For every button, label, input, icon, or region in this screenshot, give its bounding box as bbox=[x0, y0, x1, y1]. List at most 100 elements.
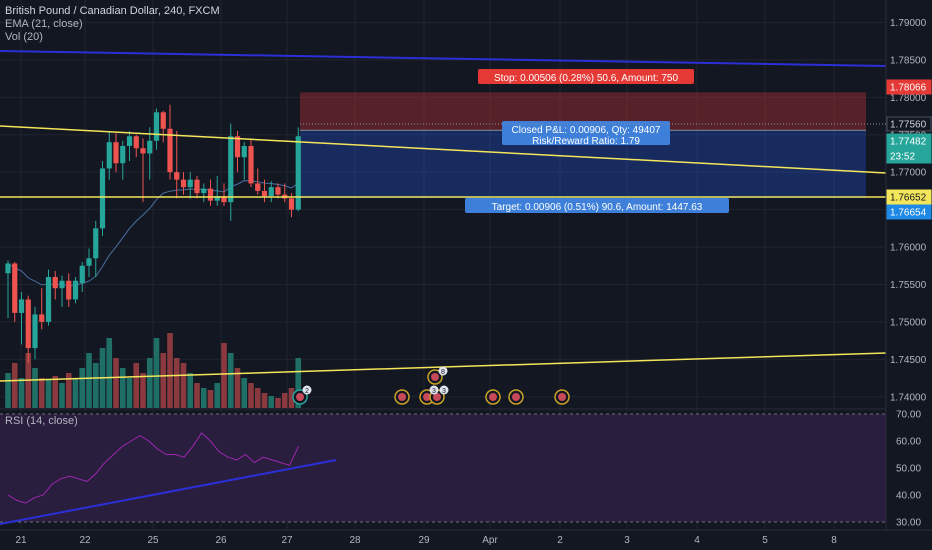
stop-badge-text: Stop: 0.00506 (0.28%) 50.6, Amount: 750 bbox=[494, 73, 678, 84]
time-tick-label: 28 bbox=[349, 535, 361, 546]
candle bbox=[126, 136, 133, 146]
candle bbox=[261, 190, 268, 197]
pnl-badge-text: Risk/Reward Ratio: 1.79 bbox=[532, 136, 640, 147]
volume-bar bbox=[180, 363, 187, 408]
volume-bar bbox=[254, 388, 261, 408]
pnl-badge-text: Closed P&L: 0.00906, Qty: 49407 bbox=[512, 125, 661, 136]
time-tick-label: 2 bbox=[557, 535, 563, 546]
volume-bar bbox=[187, 373, 194, 408]
candle bbox=[255, 183, 261, 191]
volume-bar bbox=[160, 353, 167, 408]
event-count: 2 bbox=[305, 388, 309, 395]
flag-icon bbox=[423, 393, 431, 401]
candle bbox=[288, 198, 295, 210]
volume-bar bbox=[146, 358, 153, 408]
event-count: 3 bbox=[442, 388, 446, 395]
rsi-indicator-label[interactable]: RSI (14, close) bbox=[5, 415, 78, 427]
volume-bar bbox=[38, 378, 45, 408]
candle bbox=[295, 136, 301, 210]
candle bbox=[79, 265, 85, 283]
blue-trendline-top bbox=[0, 50, 887, 67]
yellow-trendline-descending bbox=[0, 125, 887, 174]
price-tag-label: 1.77560 bbox=[890, 120, 927, 131]
candle bbox=[140, 148, 146, 154]
volume-bar bbox=[11, 363, 18, 408]
flag-icon bbox=[433, 393, 441, 401]
candle bbox=[174, 172, 180, 180]
price-tag-label: 23:52 bbox=[890, 152, 915, 163]
time-tick-label: 21 bbox=[15, 535, 27, 546]
volume-bar bbox=[5, 373, 11, 408]
price-tag bbox=[886, 148, 932, 164]
volume-bar bbox=[119, 368, 126, 408]
candle bbox=[133, 136, 139, 149]
volume-bar bbox=[268, 396, 275, 408]
candle bbox=[99, 168, 106, 229]
candle bbox=[45, 276, 52, 322]
rsi-tick-label: 70.00 bbox=[896, 410, 921, 421]
rsi-tick-label: 40.00 bbox=[896, 491, 921, 502]
price-tick-label: 1.75500 bbox=[890, 280, 927, 291]
volume-bar bbox=[52, 376, 59, 408]
volume-bar bbox=[214, 383, 221, 408]
time-tick-label: 8 bbox=[831, 535, 837, 546]
candle bbox=[5, 263, 11, 274]
price-tag-label: 1.78066 bbox=[890, 83, 927, 94]
candle bbox=[39, 314, 45, 322]
event-count-bubble bbox=[438, 366, 448, 376]
flag-icon bbox=[398, 393, 406, 401]
chart-legend: British Pound / Canadian Dollar, 240, FX… bbox=[5, 5, 220, 44]
volume-bar bbox=[86, 353, 92, 408]
rsi-band bbox=[0, 414, 886, 522]
symbol-title[interactable]: British Pound / Canadian Dollar, 240, FX… bbox=[5, 5, 220, 17]
candle bbox=[72, 280, 79, 300]
time-tick-label: 5 bbox=[762, 535, 768, 546]
candle bbox=[86, 258, 92, 266]
candle bbox=[234, 136, 241, 158]
volume-bar bbox=[65, 373, 72, 408]
volume-bar bbox=[153, 338, 160, 408]
price-tick-label: 1.77000 bbox=[890, 168, 927, 179]
candle bbox=[25, 299, 31, 349]
target-badge-text: Target: 0.00906 (0.51%) 90.6, Amount: 14… bbox=[492, 202, 703, 213]
flag-icon bbox=[558, 393, 566, 401]
volume-bar bbox=[18, 378, 25, 408]
event-count: 3 bbox=[432, 388, 436, 395]
rsi-tick-label: 30.00 bbox=[896, 518, 921, 529]
event-count-bubble bbox=[302, 385, 312, 395]
volume-bar bbox=[106, 338, 113, 408]
volume-bar bbox=[295, 358, 302, 408]
price-tag bbox=[886, 189, 932, 205]
candle bbox=[167, 128, 173, 173]
volume-bar bbox=[72, 378, 79, 408]
volume-indicator-label[interactable]: Vol (20) bbox=[5, 31, 43, 43]
event-count-bubble bbox=[429, 385, 439, 395]
rsi-tick-label: 60.00 bbox=[896, 437, 921, 448]
time-tick-label: 26 bbox=[215, 535, 227, 546]
price-tick-label: 1.74000 bbox=[890, 392, 927, 403]
candle bbox=[214, 196, 220, 201]
candle bbox=[201, 188, 207, 194]
candle bbox=[180, 179, 187, 188]
price-tag bbox=[886, 133, 932, 149]
candle bbox=[59, 280, 65, 289]
ema-indicator-label[interactable]: EMA (21, close) bbox=[5, 18, 83, 30]
time-tick-label: 29 bbox=[418, 535, 430, 546]
volume-bar bbox=[92, 363, 99, 408]
volume-bar bbox=[234, 368, 241, 408]
candle bbox=[187, 179, 193, 188]
volume-bar bbox=[248, 383, 254, 408]
volume-bar bbox=[241, 378, 248, 408]
volume-bar bbox=[194, 383, 200, 408]
candle bbox=[160, 112, 166, 129]
candle bbox=[93, 228, 99, 259]
candle bbox=[52, 276, 58, 289]
price-tick-label: 1.78500 bbox=[890, 55, 927, 66]
candle bbox=[221, 196, 227, 203]
flag-icon bbox=[296, 393, 304, 401]
time-tick-label: 25 bbox=[147, 535, 159, 546]
volume-bar bbox=[200, 388, 207, 408]
volume-bar bbox=[227, 353, 234, 408]
time-tick-label: 27 bbox=[281, 535, 293, 546]
